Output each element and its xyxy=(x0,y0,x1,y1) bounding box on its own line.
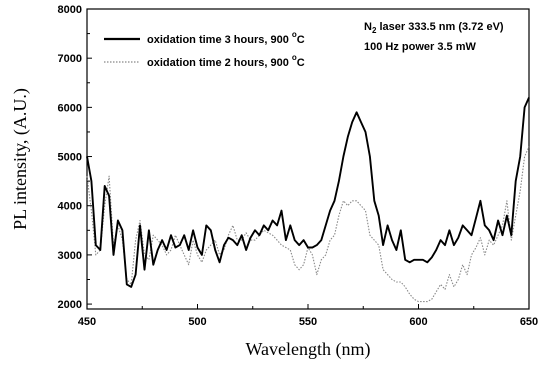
axis-ticks: 450 500 550 600 650 2000 3000 4000 5000 6000 7000 8… xyxy=(58,4,539,328)
x-tick-label: 600 xyxy=(409,316,427,328)
legend: oxidation time 3 hours, 900 oC oxidation… xyxy=(104,30,305,69)
legend-sup-2-hours: o xyxy=(292,53,297,62)
legend-main-2-hours: oxidation time 2 hours, 900 xyxy=(147,57,292,69)
laser-annotation: N2 laser 333.5 nm (3.72 eV) xyxy=(364,21,504,35)
laser-annotation-sub: 2 xyxy=(372,26,377,35)
annotation: N2 laser 333.5 nm (3.72 eV) 100 Hz power… xyxy=(364,21,504,53)
laser-annotation-main: N xyxy=(364,21,372,33)
y-tick-label: 5000 xyxy=(58,152,82,164)
x-tick-label: 450 xyxy=(78,316,96,328)
series-line-3-hours xyxy=(86,97,530,288)
y-tick-label: 8000 xyxy=(58,4,82,16)
laser-annotation-rest: laser 333.5 nm (3.72 eV) xyxy=(376,21,504,33)
power-annotation: 100 Hz power 3.5 mW xyxy=(364,41,476,53)
y-tick-label: 4000 xyxy=(58,201,82,213)
x-tick-label: 500 xyxy=(188,316,206,328)
x-tick-label: 550 xyxy=(299,316,317,328)
y-tick-label: 6000 xyxy=(58,102,82,114)
y-tick-label: 7000 xyxy=(58,53,82,65)
legend-tail-2-hours: C xyxy=(297,57,305,69)
legend-main-3-hours: oxidation time 3 hours, 900 xyxy=(147,34,292,46)
legend-tail-3-hours: C xyxy=(297,34,305,46)
y-tick-label: 3000 xyxy=(58,250,82,262)
legend-label-2-hours: oxidation time 2 hours, 900 oC xyxy=(147,53,305,69)
legend-sup-3-hours: o xyxy=(292,30,297,39)
series-line-2-hours xyxy=(86,146,530,303)
y-axis-title: PL intensity, (A.U.) xyxy=(10,88,31,230)
x-tick-label: 650 xyxy=(520,316,538,328)
y-tick-label: 2000 xyxy=(58,299,82,311)
series-layer xyxy=(86,97,530,303)
x-axis-title: Wavelength (nm) xyxy=(245,339,370,360)
legend-label-3-hours: oxidation time 3 hours, 900 oC xyxy=(147,30,305,46)
